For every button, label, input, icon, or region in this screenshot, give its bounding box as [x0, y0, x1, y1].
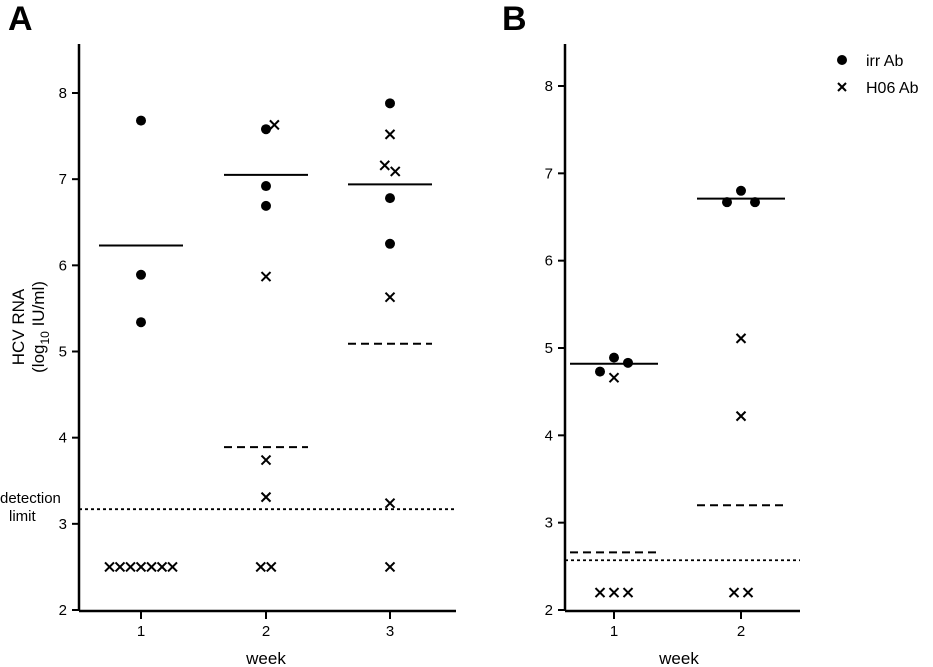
data-point-h06-ab — [260, 454, 272, 466]
panel-a-x-axis-title: week — [245, 649, 286, 667]
x-tick-label: 2 — [737, 623, 745, 640]
data-point-h06-ab — [742, 587, 754, 598]
data-point-h06-ab — [104, 561, 115, 573]
y-tick-label: 8 — [545, 78, 553, 95]
panel-b-label: B — [502, 0, 527, 38]
panel-a-y-axis-title-line1: HCV RNA — [9, 288, 28, 365]
data-point-h06-ab — [379, 160, 390, 171]
y-tick-label: 4 — [59, 430, 67, 447]
data-point-h06-ab — [255, 561, 266, 573]
data-point-h06-ab — [146, 561, 157, 573]
panel-a: A HCV RNA (log10 IU/ml) week detection l… — [0, 0, 456, 667]
data-point-irr-ab — [136, 317, 146, 328]
data-point-h06-ab — [735, 410, 747, 422]
data-point-h06-ab — [167, 561, 178, 573]
data-point-h06-ab — [384, 561, 396, 573]
panel-a-y-axis-title-line2: (log10 IU/ml) — [29, 281, 52, 373]
data-point-h06-ab — [114, 561, 126, 573]
data-point-h06-ab — [125, 561, 136, 573]
y-tick-label: 7 — [545, 165, 553, 182]
data-point-h06-ab — [269, 119, 280, 131]
panel-a-label: A — [8, 0, 33, 38]
detection-limit-label-line1: detection — [0, 490, 61, 507]
panel-b-x-axis-title: week — [658, 649, 699, 667]
y-tick-label: 2 — [545, 602, 553, 619]
detection-limit-label-line2: limit — [9, 508, 36, 525]
y-tick-label: 4 — [545, 427, 553, 444]
y-tick-label: 2 — [59, 602, 67, 619]
data-point-irr-ab — [385, 193, 395, 204]
legend-label-irr-ab: irr Ab — [866, 53, 903, 70]
data-point-h06-ab — [608, 587, 620, 598]
data-point-irr-ab — [261, 124, 271, 135]
data-point-h06-ab — [390, 166, 401, 177]
x-tick-label: 2 — [262, 623, 270, 640]
data-point-h06-ab — [728, 587, 740, 598]
data-point-irr-ab — [750, 197, 760, 208]
y-tick-label: 6 — [545, 253, 553, 270]
data-point-h06-ab — [594, 587, 606, 598]
data-point-irr-ab — [595, 366, 605, 377]
y-tick-label: 5 — [545, 340, 553, 357]
panel-b-plot-area: 2 3 4 5 6 7 8 1 2 — [545, 78, 800, 640]
legend-dot-marker — [837, 55, 847, 65]
data-point-h06-ab — [156, 561, 168, 573]
panel-a-plot-area: 2 3 4 5 6 7 8 1 2 3 — [59, 85, 456, 640]
data-point-irr-ab — [609, 352, 619, 363]
x-tick-label: 1 — [610, 623, 618, 640]
data-point-h06-ab — [260, 271, 272, 282]
data-point-irr-ab — [136, 115, 146, 126]
data-point-irr-ab — [261, 181, 271, 192]
y-tick-label: 3 — [59, 516, 67, 533]
y-tick-label: 7 — [59, 171, 67, 188]
data-point-irr-ab — [261, 200, 271, 211]
data-point-h06-ab — [622, 587, 634, 598]
y-tick-label: 5 — [59, 344, 67, 361]
legend-label-h06-ab: H06 Ab — [866, 80, 919, 97]
data-point-h06-ab — [384, 497, 396, 509]
data-point-irr-ab — [136, 269, 146, 280]
data-point-h06-ab — [384, 292, 396, 303]
data-point-irr-ab — [623, 357, 633, 368]
y-tick-label: 3 — [545, 515, 553, 532]
data-point-h06-ab — [384, 129, 396, 140]
y-tick-label: 6 — [59, 257, 67, 274]
legend-cross-marker — [837, 82, 847, 92]
x-tick-label: 3 — [386, 623, 394, 640]
data-point-h06-ab — [260, 491, 272, 503]
data-point-h06-ab — [135, 561, 147, 573]
x-tick-label: 1 — [137, 623, 145, 640]
data-point-h06-ab — [266, 561, 277, 573]
data-point-irr-ab — [736, 185, 746, 196]
data-point-h06-ab — [735, 333, 747, 344]
legend: irr Ab H06 Ab — [837, 53, 919, 97]
panel-b: B week 2 3 4 5 6 7 8 1 2 — [502, 0, 800, 667]
data-point-h06-ab — [608, 372, 620, 383]
y-tick-label: 8 — [59, 85, 67, 102]
data-point-irr-ab — [385, 238, 395, 249]
data-point-irr-ab — [722, 197, 732, 208]
data-point-irr-ab — [385, 98, 395, 109]
